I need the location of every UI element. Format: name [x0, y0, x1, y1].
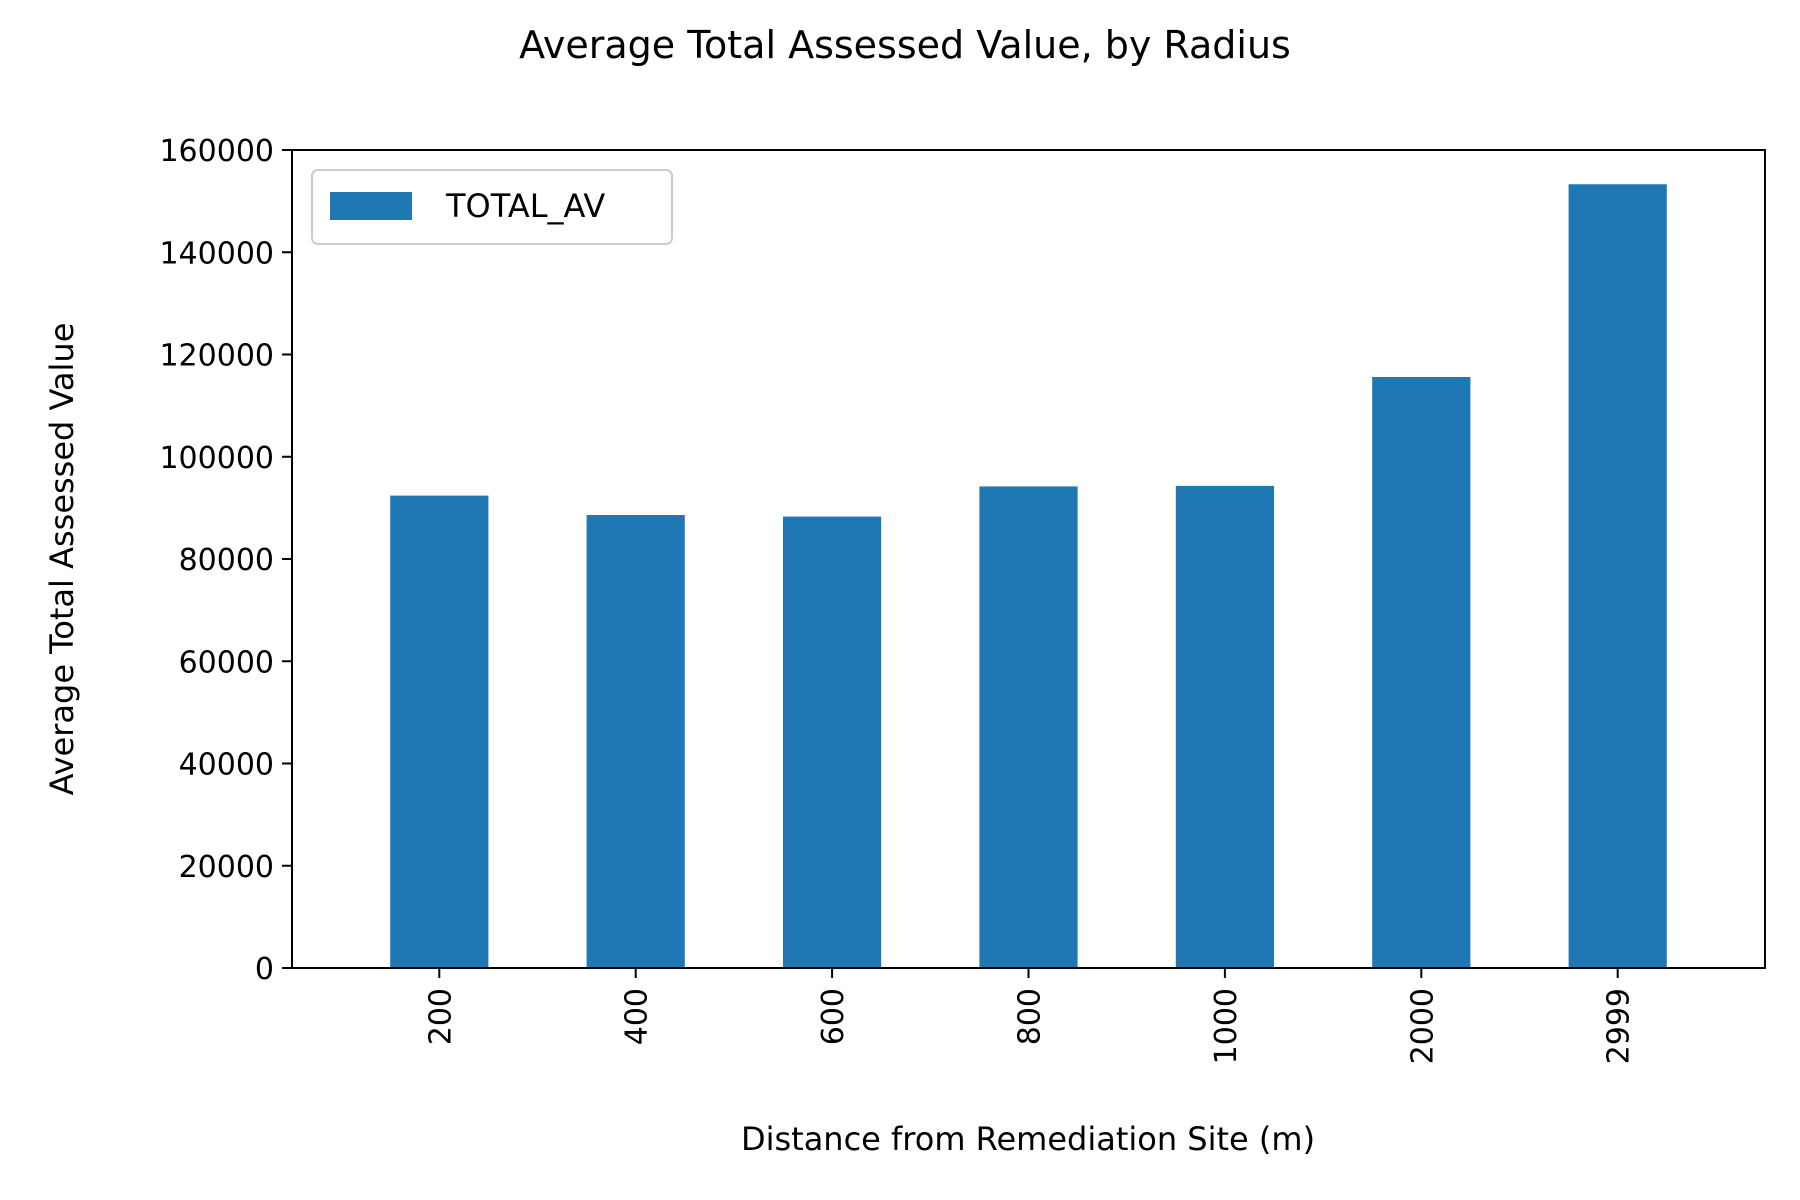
x-tick-label: 200	[423, 988, 458, 1045]
y-tick-label: 120000	[159, 339, 274, 374]
chart-title: Average Total Assessed Value, by Radius	[519, 23, 1291, 67]
bar-2000	[1372, 376, 1471, 968]
bars-group	[390, 184, 1667, 968]
y-tick-label: 100000	[159, 441, 274, 476]
bar-2999	[1568, 184, 1667, 968]
x-tick-label: 1000	[1209, 988, 1244, 1064]
y-tick-label: 80000	[179, 543, 274, 578]
y-axis-label: Average Total Assessed Value	[43, 323, 81, 796]
bar-1000	[1175, 485, 1274, 968]
y-tick-label: 0	[255, 952, 274, 987]
x-tick-label: 2000	[1405, 988, 1440, 1064]
bar-600	[783, 516, 882, 968]
bar-800	[979, 486, 1078, 968]
x-tick-label: 400	[620, 988, 655, 1045]
bar-200	[390, 495, 489, 968]
x-tick-label: 800	[1013, 988, 1048, 1045]
y-tick-label: 140000	[159, 236, 274, 271]
y-tick-label: 40000	[179, 748, 274, 783]
legend-swatch	[330, 192, 412, 220]
y-tick-label: 60000	[179, 645, 274, 680]
x-tick-label: 2999	[1602, 988, 1637, 1064]
bar-400	[586, 515, 685, 968]
legend: TOTAL_AV	[311, 169, 673, 245]
x-axis: 200 400 600 800 1000 2000 2999	[423, 968, 1637, 1064]
x-axis-label: Distance from Remediation Site (m)	[741, 1120, 1315, 1158]
x-tick-label: 600	[816, 988, 851, 1045]
legend-label: TOTAL_AV	[445, 187, 605, 225]
y-axis: 0 20000 40000 60000 80000 100000 120000 140000 1…	[159, 134, 292, 987]
legend-box	[311, 169, 673, 245]
y-tick-label: 160000	[159, 134, 274, 169]
y-tick-label: 20000	[179, 850, 274, 885]
